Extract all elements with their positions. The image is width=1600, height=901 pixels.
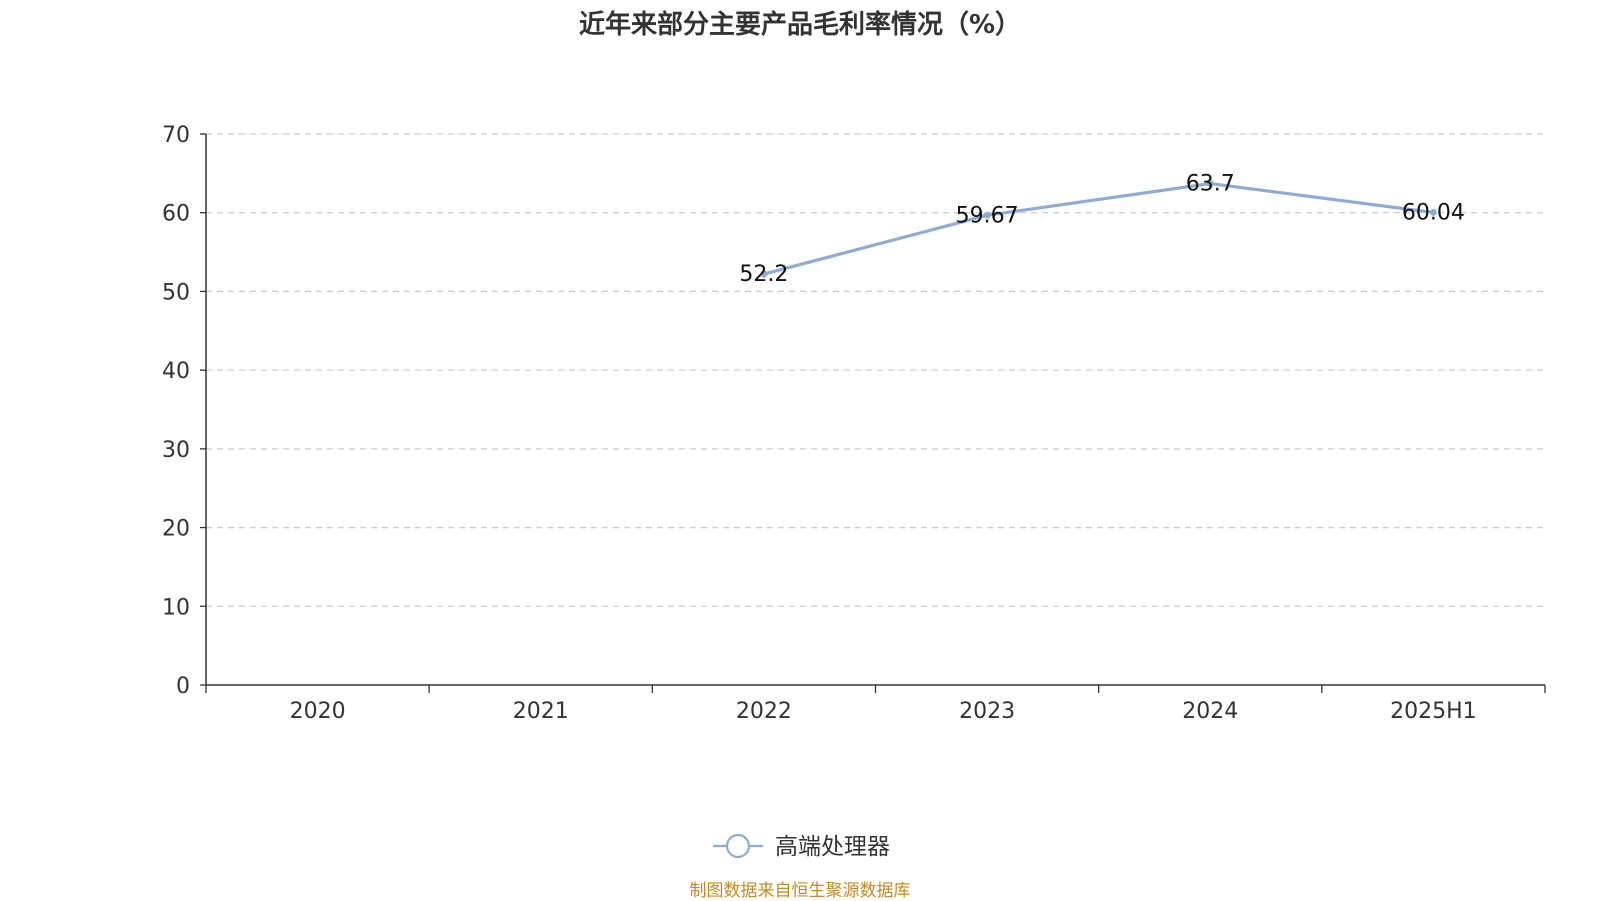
data-point — [1429, 208, 1437, 216]
grid-lines — [206, 133, 1545, 607]
series-layer — [760, 180, 1437, 278]
legend-label: 高端处理器 — [775, 834, 890, 860]
x-tick-label: 2023 — [959, 699, 1015, 724]
y-tick-label: 0 — [176, 674, 190, 699]
y-tick-label: 60 — [162, 202, 190, 227]
axes: 0 10 20 30 40 50 60 70 2020 2021 2022 2023 2024 2025H… — [162, 123, 1546, 724]
y-tick-label: 20 — [162, 517, 190, 542]
data-label: 59.67 — [956, 203, 1019, 228]
x-tick-label: 2022 — [736, 699, 792, 724]
y-tick-label: 40 — [162, 359, 190, 384]
chart-title: 近年来部分主要产品毛利率情况（%） — [578, 10, 1022, 40]
legend: 高端处理器 — [713, 833, 890, 860]
x-tick-label: 2024 — [1182, 699, 1238, 724]
legend-marker-icon — [725, 833, 751, 859]
data-label: 63.7 — [1186, 172, 1235, 197]
y-tick-label: 50 — [162, 280, 190, 305]
data-label: 52.2 — [739, 262, 788, 287]
data-labels: 52.2 59.67 63.7 60.04 — [739, 172, 1464, 288]
x-tick-label: 2021 — [513, 699, 569, 724]
y-tick-label: 70 — [162, 123, 190, 148]
source-note: 制图数据来自恒生聚源数据库 — [689, 881, 911, 901]
x-tick-label: 2025H1 — [1390, 699, 1477, 724]
series-line — [763, 182, 1434, 276]
data-label: 60.04 — [1402, 200, 1465, 225]
x-tick-label: 2020 — [290, 699, 346, 724]
data-point — [760, 270, 768, 278]
data-point — [1206, 180, 1214, 188]
y-tick-label: 30 — [162, 438, 190, 463]
y-tick-label: 10 — [162, 595, 190, 620]
data-point — [983, 211, 991, 219]
